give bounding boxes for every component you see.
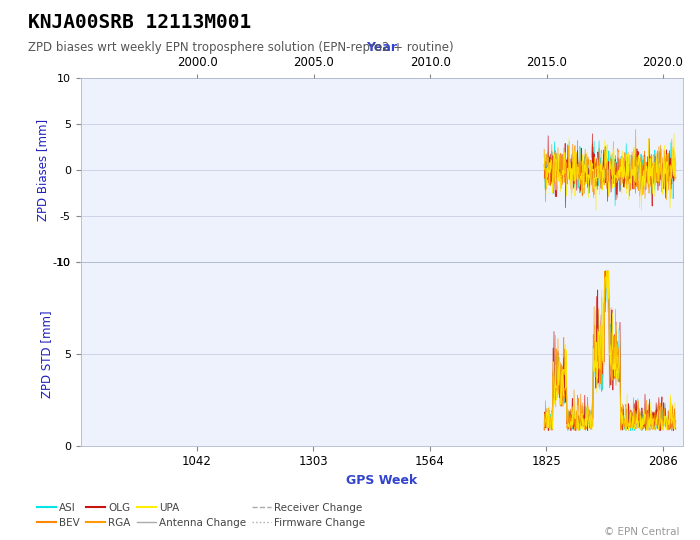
Text: ZPD biases wrt weekly EPN troposphere solution (EPN-repro2 + routine): ZPD biases wrt weekly EPN troposphere so… bbox=[28, 40, 454, 53]
Y-axis label: ZPD Biases [mm]: ZPD Biases [mm] bbox=[36, 119, 48, 221]
X-axis label: GPS Week: GPS Week bbox=[346, 474, 417, 487]
Text: © EPN Central: © EPN Central bbox=[603, 527, 679, 537]
Legend: ASI, BEV, OLG, RGA, UPA, Antenna Change, Receiver Change, Firmware Change: ASI, BEV, OLG, RGA, UPA, Antenna Change,… bbox=[33, 498, 369, 532]
Text: KNJA00SRB 12113M001: KNJA00SRB 12113M001 bbox=[28, 14, 251, 32]
X-axis label: Year: Year bbox=[366, 40, 397, 53]
Y-axis label: ZPD STD [mm]: ZPD STD [mm] bbox=[40, 310, 52, 397]
